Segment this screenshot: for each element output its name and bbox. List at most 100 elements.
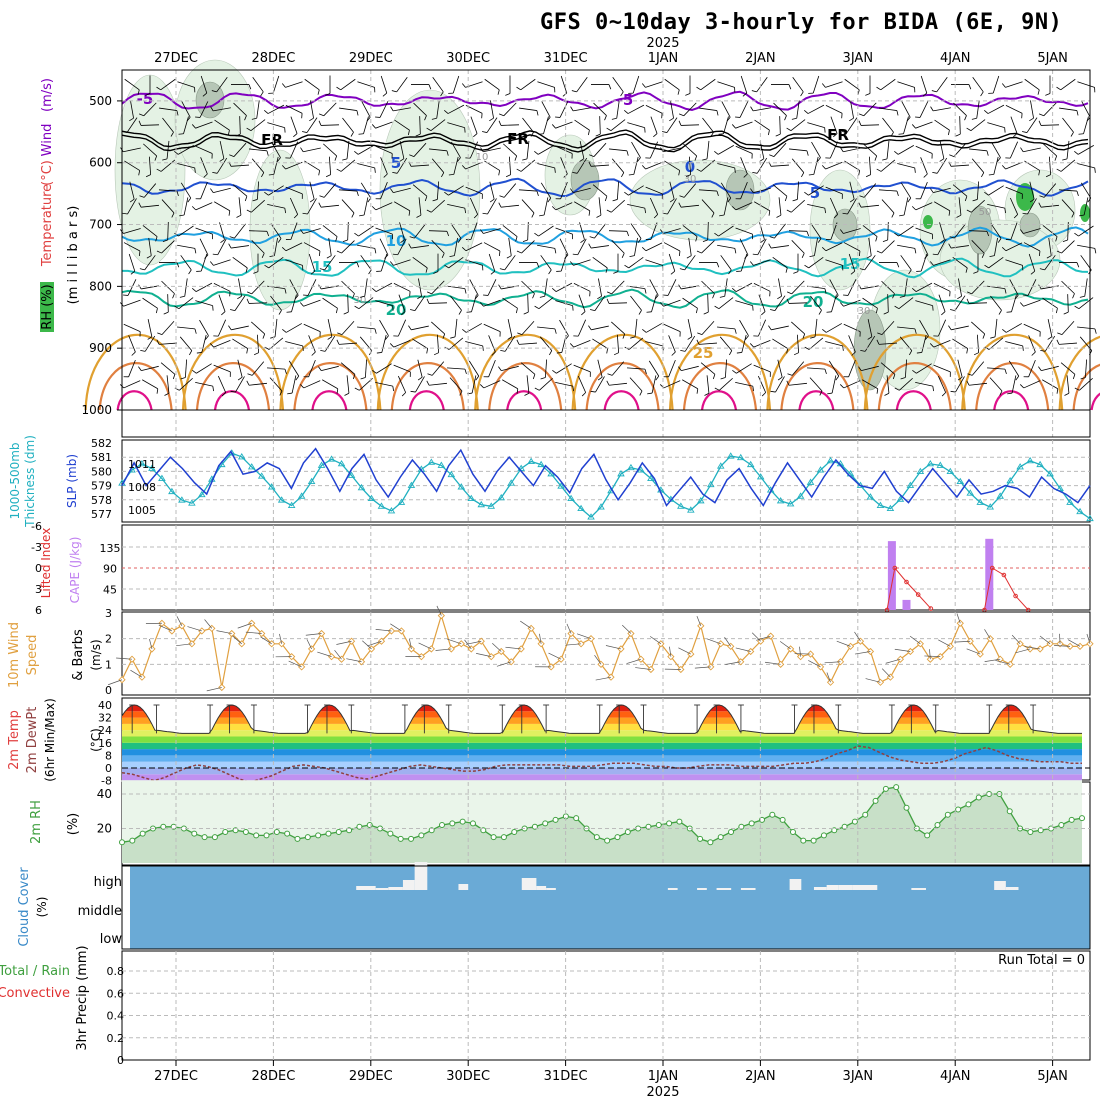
wind-barb: [560, 157, 568, 175]
wind-barb: [338, 189, 358, 192]
wind-barb: [988, 256, 1004, 269]
wind-barb-flag: [833, 214, 838, 219]
wind-barb-flag: [702, 239, 708, 243]
wind-barb-flag: [515, 308, 518, 314]
wind-barb-flag: [923, 173, 928, 178]
y-tick-label: 578: [91, 494, 112, 507]
wind-barb: [881, 320, 895, 335]
wind-barb-flag: [588, 210, 591, 216]
rh2m-point: [191, 830, 198, 837]
wind-barb-flag: [680, 350, 686, 352]
x-tick-label-top: 1JAN: [648, 51, 679, 66]
rh2m-point: [862, 811, 869, 818]
wind-barb-flag: [145, 93, 151, 96]
wind10-barb: [764, 661, 781, 665]
wind-barb: [970, 119, 986, 131]
wind-barb: [754, 119, 770, 131]
wind-barb-flag: [777, 376, 783, 381]
ylabel-lifted-index: Lifted Index: [39, 528, 53, 599]
wind-barb: [143, 183, 157, 198]
wind-barb-flag: [371, 206, 377, 211]
wind-barb: [771, 325, 789, 331]
wind10-barb: [924, 655, 941, 657]
isotherm-35: [116, 390, 153, 411]
wind-barb: [340, 78, 356, 91]
wind-barb: [180, 182, 192, 199]
wind-barb-flag: [638, 310, 642, 315]
wind-barb-flag: [786, 209, 792, 213]
axis-label-text: (%): [35, 897, 49, 918]
wind-barb-flag: [337, 332, 343, 335]
wind-barb-flag: [1076, 110, 1079, 116]
wind-barb-flag: [552, 288, 557, 292]
wind-barb-flag: [761, 311, 766, 316]
wind-barb: [360, 182, 372, 199]
wind-barb: [544, 359, 548, 378]
wind-barb: [706, 140, 710, 159]
wind-barb-flag: [1074, 150, 1079, 155]
isotherm-25: [961, 333, 1064, 411]
x-tick-label-top: 29DEC: [349, 51, 393, 66]
wind-barb-flag: [849, 117, 854, 122]
wind10-barb: [187, 626, 202, 632]
year-label-top: 2025: [646, 36, 679, 51]
slp-point: [806, 478, 815, 485]
wind-barb: [616, 334, 620, 353]
wind-barb-flag: [1070, 131, 1074, 137]
wind-barb-flag: [572, 386, 575, 392]
wind-barb-flag: [784, 115, 787, 121]
wind-barb-flag: [876, 168, 882, 172]
wind-barb-flag: [876, 250, 882, 254]
wind-barb-flag: [729, 350, 733, 356]
wind-barb: [952, 338, 968, 349]
wind-barb-flag: [716, 110, 719, 116]
wind-barb-flag: [444, 109, 449, 114]
wind-barb-flag: [628, 174, 634, 176]
wind-barb: [933, 259, 951, 266]
wind-barb: [393, 364, 411, 373]
temp-band: [122, 736, 1082, 743]
wind-barb: [503, 183, 517, 198]
wind-barb: [937, 238, 947, 255]
wind-barb: [772, 338, 788, 349]
rh2m-point: [593, 834, 600, 841]
wind-barb-flag: [821, 165, 826, 170]
wind-barb: [270, 223, 282, 239]
wind-barb: [522, 117, 534, 133]
wind-barb-flag: [858, 202, 862, 208]
wind-barb: [1023, 228, 1041, 234]
wind-barb-flag: [205, 335, 209, 340]
wind-barb: [394, 201, 410, 212]
wind-barb-flag: [172, 374, 176, 380]
wind-barb: [1078, 297, 1094, 310]
wind-barb-flag: [1001, 83, 1006, 88]
thickness-line: [121, 447, 1091, 507]
wind-barb: [217, 319, 227, 337]
wind-barb: [915, 382, 933, 387]
rh2m-point: [707, 839, 714, 846]
x-tick-label-bottom: 1JAN: [648, 1069, 679, 1084]
wind-barb-flag: [194, 167, 196, 173]
wind10-barb: [865, 678, 881, 683]
wind-barb-flag: [949, 236, 955, 239]
wind-barb: [321, 285, 339, 290]
wind-barb-flag: [1045, 174, 1051, 178]
wind-barb-flag: [176, 110, 179, 116]
wind-barb-flag: [211, 90, 217, 93]
wind-barb: [971, 240, 985, 254]
wind-barb: [861, 365, 879, 372]
wind-barb-flag: [1015, 375, 1020, 381]
y-tick-label: 0.6: [107, 987, 125, 1000]
wind-barb-flag: [957, 295, 962, 300]
wind-barb-flag: [227, 130, 230, 136]
wind-barb-flag: [696, 250, 702, 254]
wind-barb-flag: [817, 238, 822, 243]
wind-barb-flag: [752, 171, 758, 174]
wind10-barb: [149, 638, 153, 650]
y-tick-label: -6: [31, 520, 42, 533]
wind-barb-flag: [588, 161, 592, 167]
slp-point: [966, 489, 975, 496]
wind-barb-flag: [309, 198, 315, 203]
wind-barb: [968, 302, 988, 304]
x-tick-label-bottom: 3JAN: [843, 1069, 874, 1084]
